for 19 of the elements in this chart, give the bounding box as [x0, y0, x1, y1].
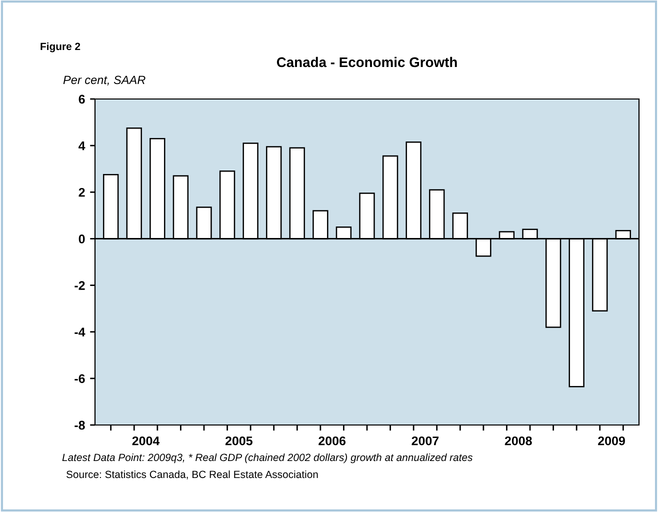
y-tick-label: -4: [74, 328, 86, 336]
source-note: Source: Statistics Canada, BC Real Estate Association: [66, 470, 318, 480]
chart-subtitle: Figure 2: [40, 42, 80, 52]
x-tick-label: 2006: [318, 436, 346, 446]
text: Latest Data Point: 2009q3, * Real GDP (chained 2002 dollars) growth at annualized rates: [62, 453, 473, 464]
y-axis-title: Per cent, SAAR: [63, 76, 146, 86]
y-tick-label: 4: [78, 142, 86, 150]
x-tick-label: 2005: [225, 436, 252, 446]
chart-title: Canada - Economic Growth: [276, 56, 457, 68]
y-tick-label: 0: [78, 234, 85, 244]
y-tick-label: -6: [74, 374, 85, 384]
x-tick-label: 2008: [504, 436, 532, 446]
x-tick-label: 2007: [412, 436, 439, 446]
y-tick-label: -2: [74, 281, 85, 290]
x-tick-label: 2009: [598, 436, 625, 446]
y-tick-label: -8: [74, 420, 85, 430]
x-tick-label: 2004: [132, 436, 160, 446]
y-tick-label: 2: [78, 188, 85, 197]
y-tick-label: 6: [78, 94, 85, 104]
